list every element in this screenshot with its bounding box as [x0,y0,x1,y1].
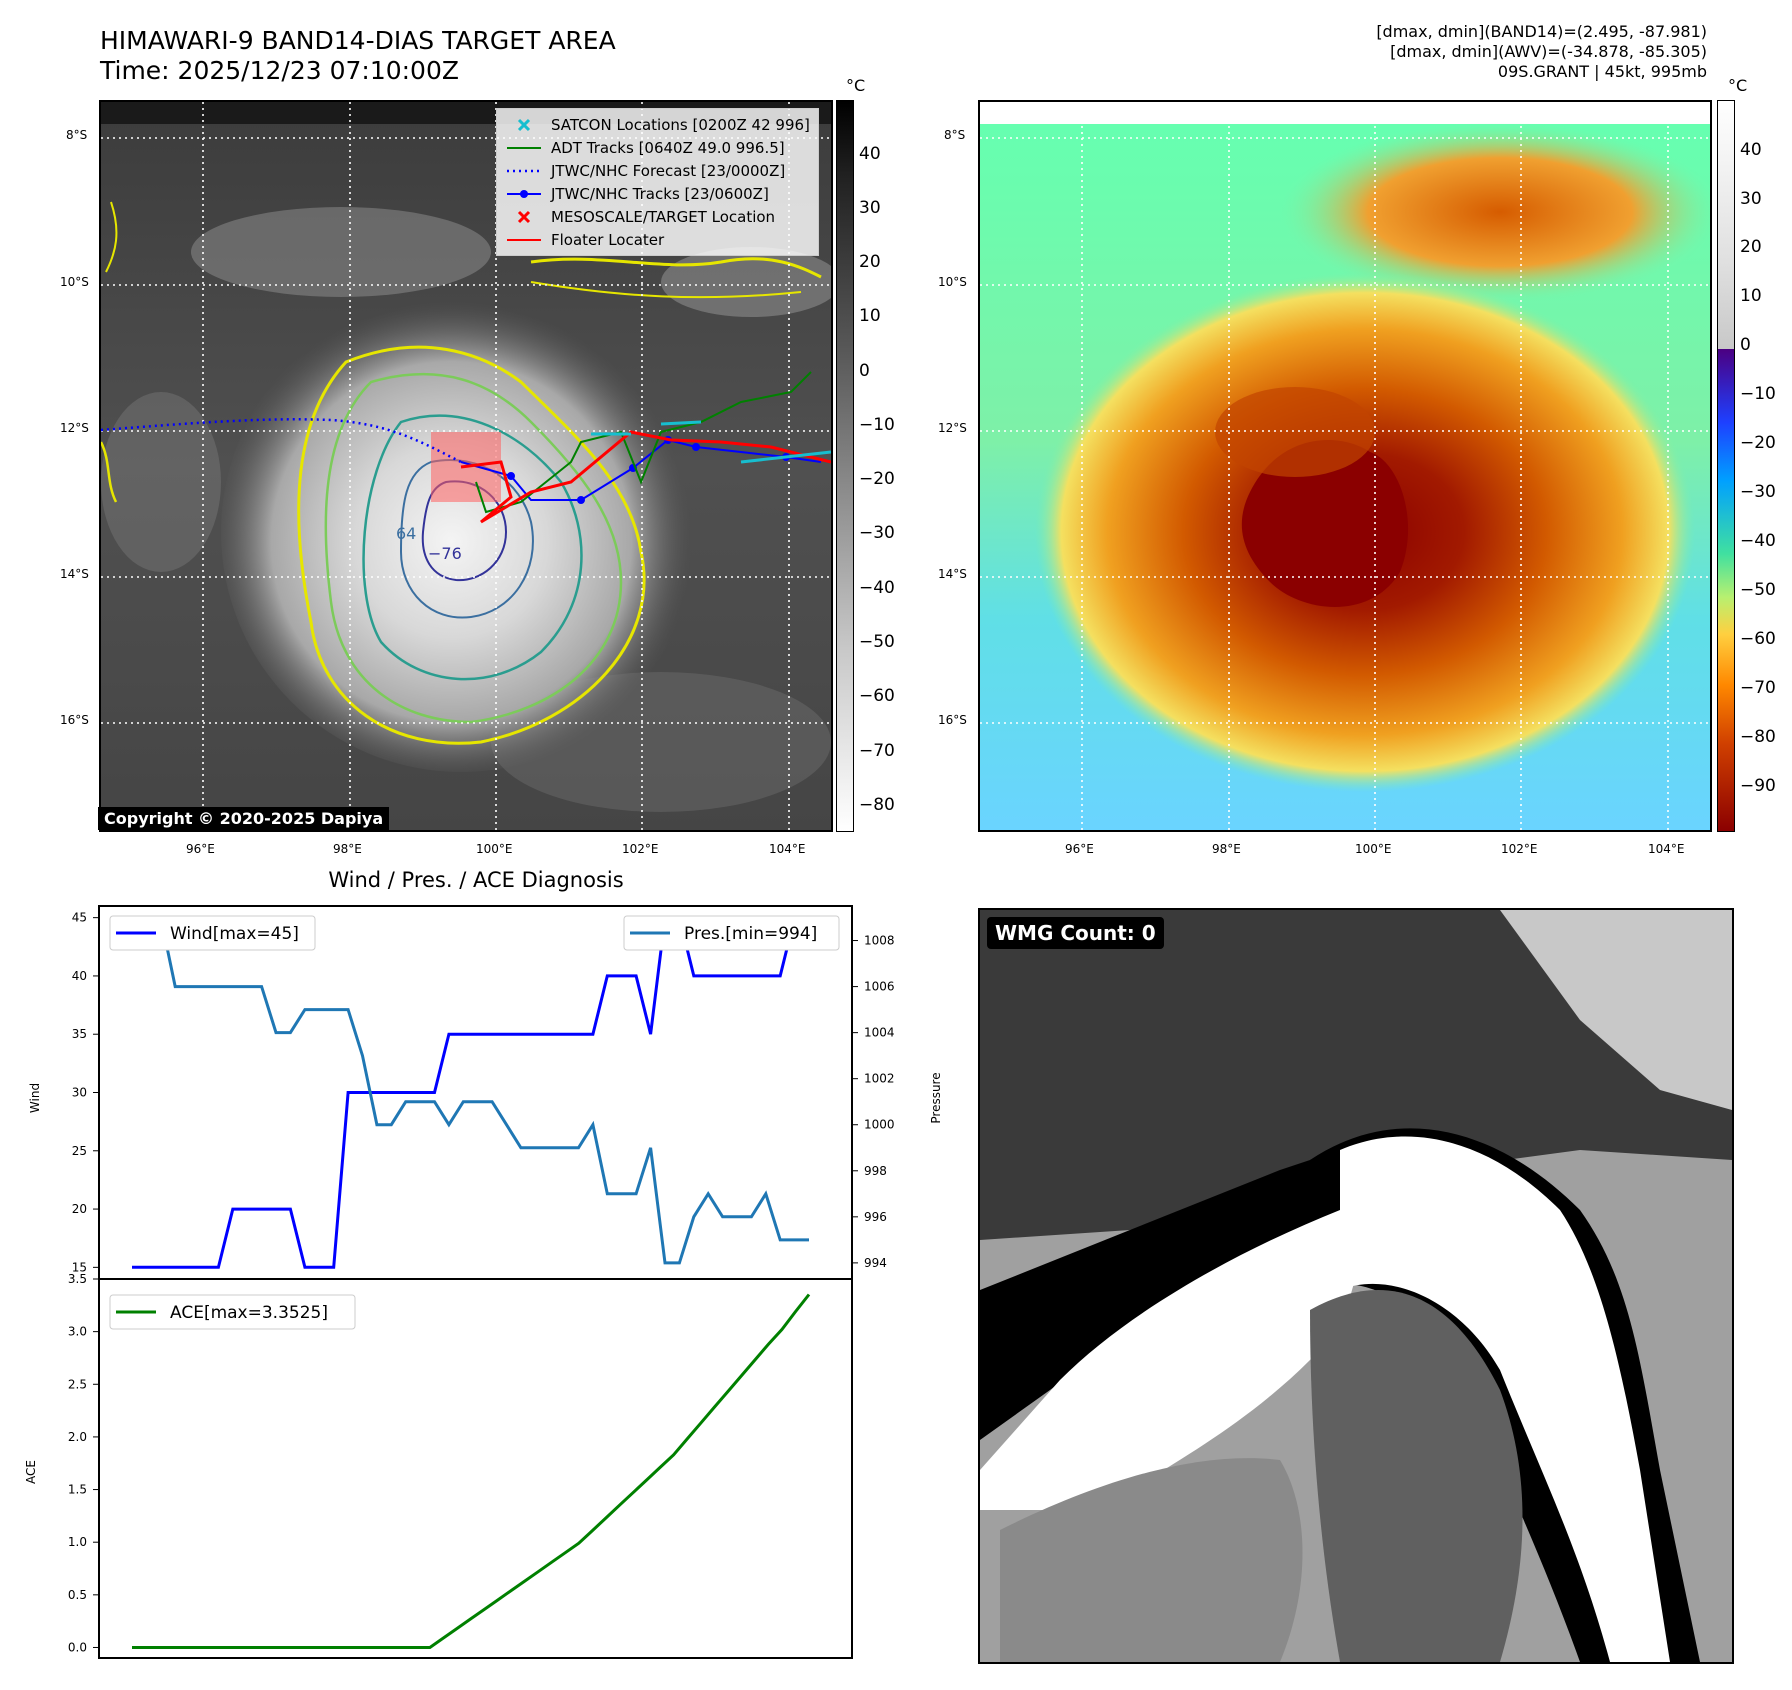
legend-item-mesoscale: MESOSCALE/TARGET Location [505,205,810,228]
pressure-tick-label: 996 [864,1210,887,1224]
contour-label-64: 64 [396,524,416,543]
ace-tick-label: 2.5 [68,1377,87,1391]
map-legend: SATCON Locations [0200Z 42 996] ADT Trac… [496,108,819,256]
legend-line-icon [505,141,543,155]
pressure-axis-label: Pressure [929,1072,943,1123]
legend-item-floater: Floater Locater [505,228,810,251]
pressure-tick-label: 1004 [864,1026,895,1040]
pressure-tick-label: 1006 [864,980,895,994]
ace-tick-label: 1.5 [68,1483,87,1497]
ace-legend-label: ACE[max=3.3525] [170,1303,328,1323]
pressure-tick-label: 1008 [864,934,895,948]
wind-tick-label: 35 [72,1027,87,1041]
wind-legend-label: Wind[max=45] [170,924,299,944]
satcon-locations [591,420,831,464]
awv-imagery [980,102,1710,830]
legend-marker-x-icon [505,118,543,132]
figure-title: HIMAWARI-9 BAND14-DIAS TARGET AREA Time:… [100,26,616,86]
legend-line-icon [505,233,543,247]
info-line-3: 09S.GRANT | 45kt, 995mb [1497,62,1707,81]
right-colorbar [1717,100,1735,832]
pressure-tick-label: 994 [864,1256,887,1270]
ace-tick-label: 2.0 [68,1430,87,1444]
ace-tick-label: 1.0 [68,1535,87,1549]
ace-axis-label: ACE [24,1460,38,1484]
ace-tick-label: 0.5 [68,1588,87,1602]
pressure-legend-label: Pres.[min=994] [684,924,817,944]
wind-axis-label: Wind [28,1083,42,1113]
wind-legend: Wind[max=45] [109,915,316,951]
chart-title: Wind / Pres. / ACE Diagnosis [328,868,623,892]
awv-gridlines [980,102,1710,830]
wmg-panel [978,908,1734,1664]
title-line-2: Time: 2025/12/23 07:10:00Z [100,56,459,85]
wind-tick-label: 45 [72,911,87,925]
left-colorbar-unit: °C [846,76,866,95]
wind-tick-label: 40 [72,969,87,983]
wind-tick-label: 15 [72,1260,87,1274]
pressure-legend: Pres.[min=994] [623,915,840,951]
legend-item-jtwc-track: JTWC/NHC Tracks [23/0600Z] [505,182,810,205]
pressure-tick-label: 1000 [864,1118,895,1132]
ace-legend: ACE[max=3.3525] [109,1294,356,1330]
wind-tick-label: 20 [72,1202,87,1216]
left-colorbar [836,100,854,832]
legend-marker-x-icon [505,210,543,224]
wind-tick-label: 25 [72,1144,87,1158]
right-colorbar-unit: °C [1728,76,1748,95]
legend-line-dot-icon [505,187,543,201]
wmg-count-badge: WMG Count: 0 [987,917,1164,949]
wind-tick-label: 30 [72,1086,87,1100]
jtwc-forecast-track [101,418,462,464]
ace-series-line [132,1293,811,1649]
pressure-tick-label: 1002 [864,1072,895,1086]
wind-pressure-axes-frame [98,905,853,1280]
legend-dotted-line-icon [505,164,543,178]
title-line-1: HIMAWARI-9 BAND14-DIAS TARGET AREA [100,26,616,55]
contour-label-76: −76 [428,544,462,563]
ace-tick-label: 0.0 [68,1640,87,1654]
diagnosis-chart: Wind / Pres. / ACE Diagnosis Wind Pressu… [24,868,943,1659]
awv-map [978,100,1712,832]
floater-locater [460,430,831,524]
copyright-badge: Copyright © 2020-2025 Dapiya [98,807,390,830]
band14-map: 64 −76 [99,100,833,832]
info-line-1: [dmax, dmin](BAND14)=(2.495, -87.981) [1376,22,1707,41]
pressure-series-line [132,916,809,1265]
jtwc-track [460,438,822,501]
ace-tick-label: 3.5 [68,1272,87,1286]
info-line-2: [dmax, dmin](AWV)=(-34.878, -85.305) [1390,42,1707,61]
legend-item-forecast: JTWC/NHC Forecast [23/0000Z] [505,159,810,182]
ace-tick-label: 3.0 [68,1325,87,1339]
storm-info: [dmax, dmin](BAND14)=(2.495, -87.981) [d… [1376,22,1707,82]
wind-series-line [132,916,809,1269]
legend-item-adt: ADT Tracks [0640Z 49.0 996.5] [505,136,810,159]
ace-axes-frame [98,1278,853,1659]
adt-track [475,371,812,514]
pressure-tick-label: 998 [864,1164,887,1178]
wmg-imagery [980,910,1732,1662]
legend-item-satcon: SATCON Locations [0200Z 42 996] [505,113,810,136]
